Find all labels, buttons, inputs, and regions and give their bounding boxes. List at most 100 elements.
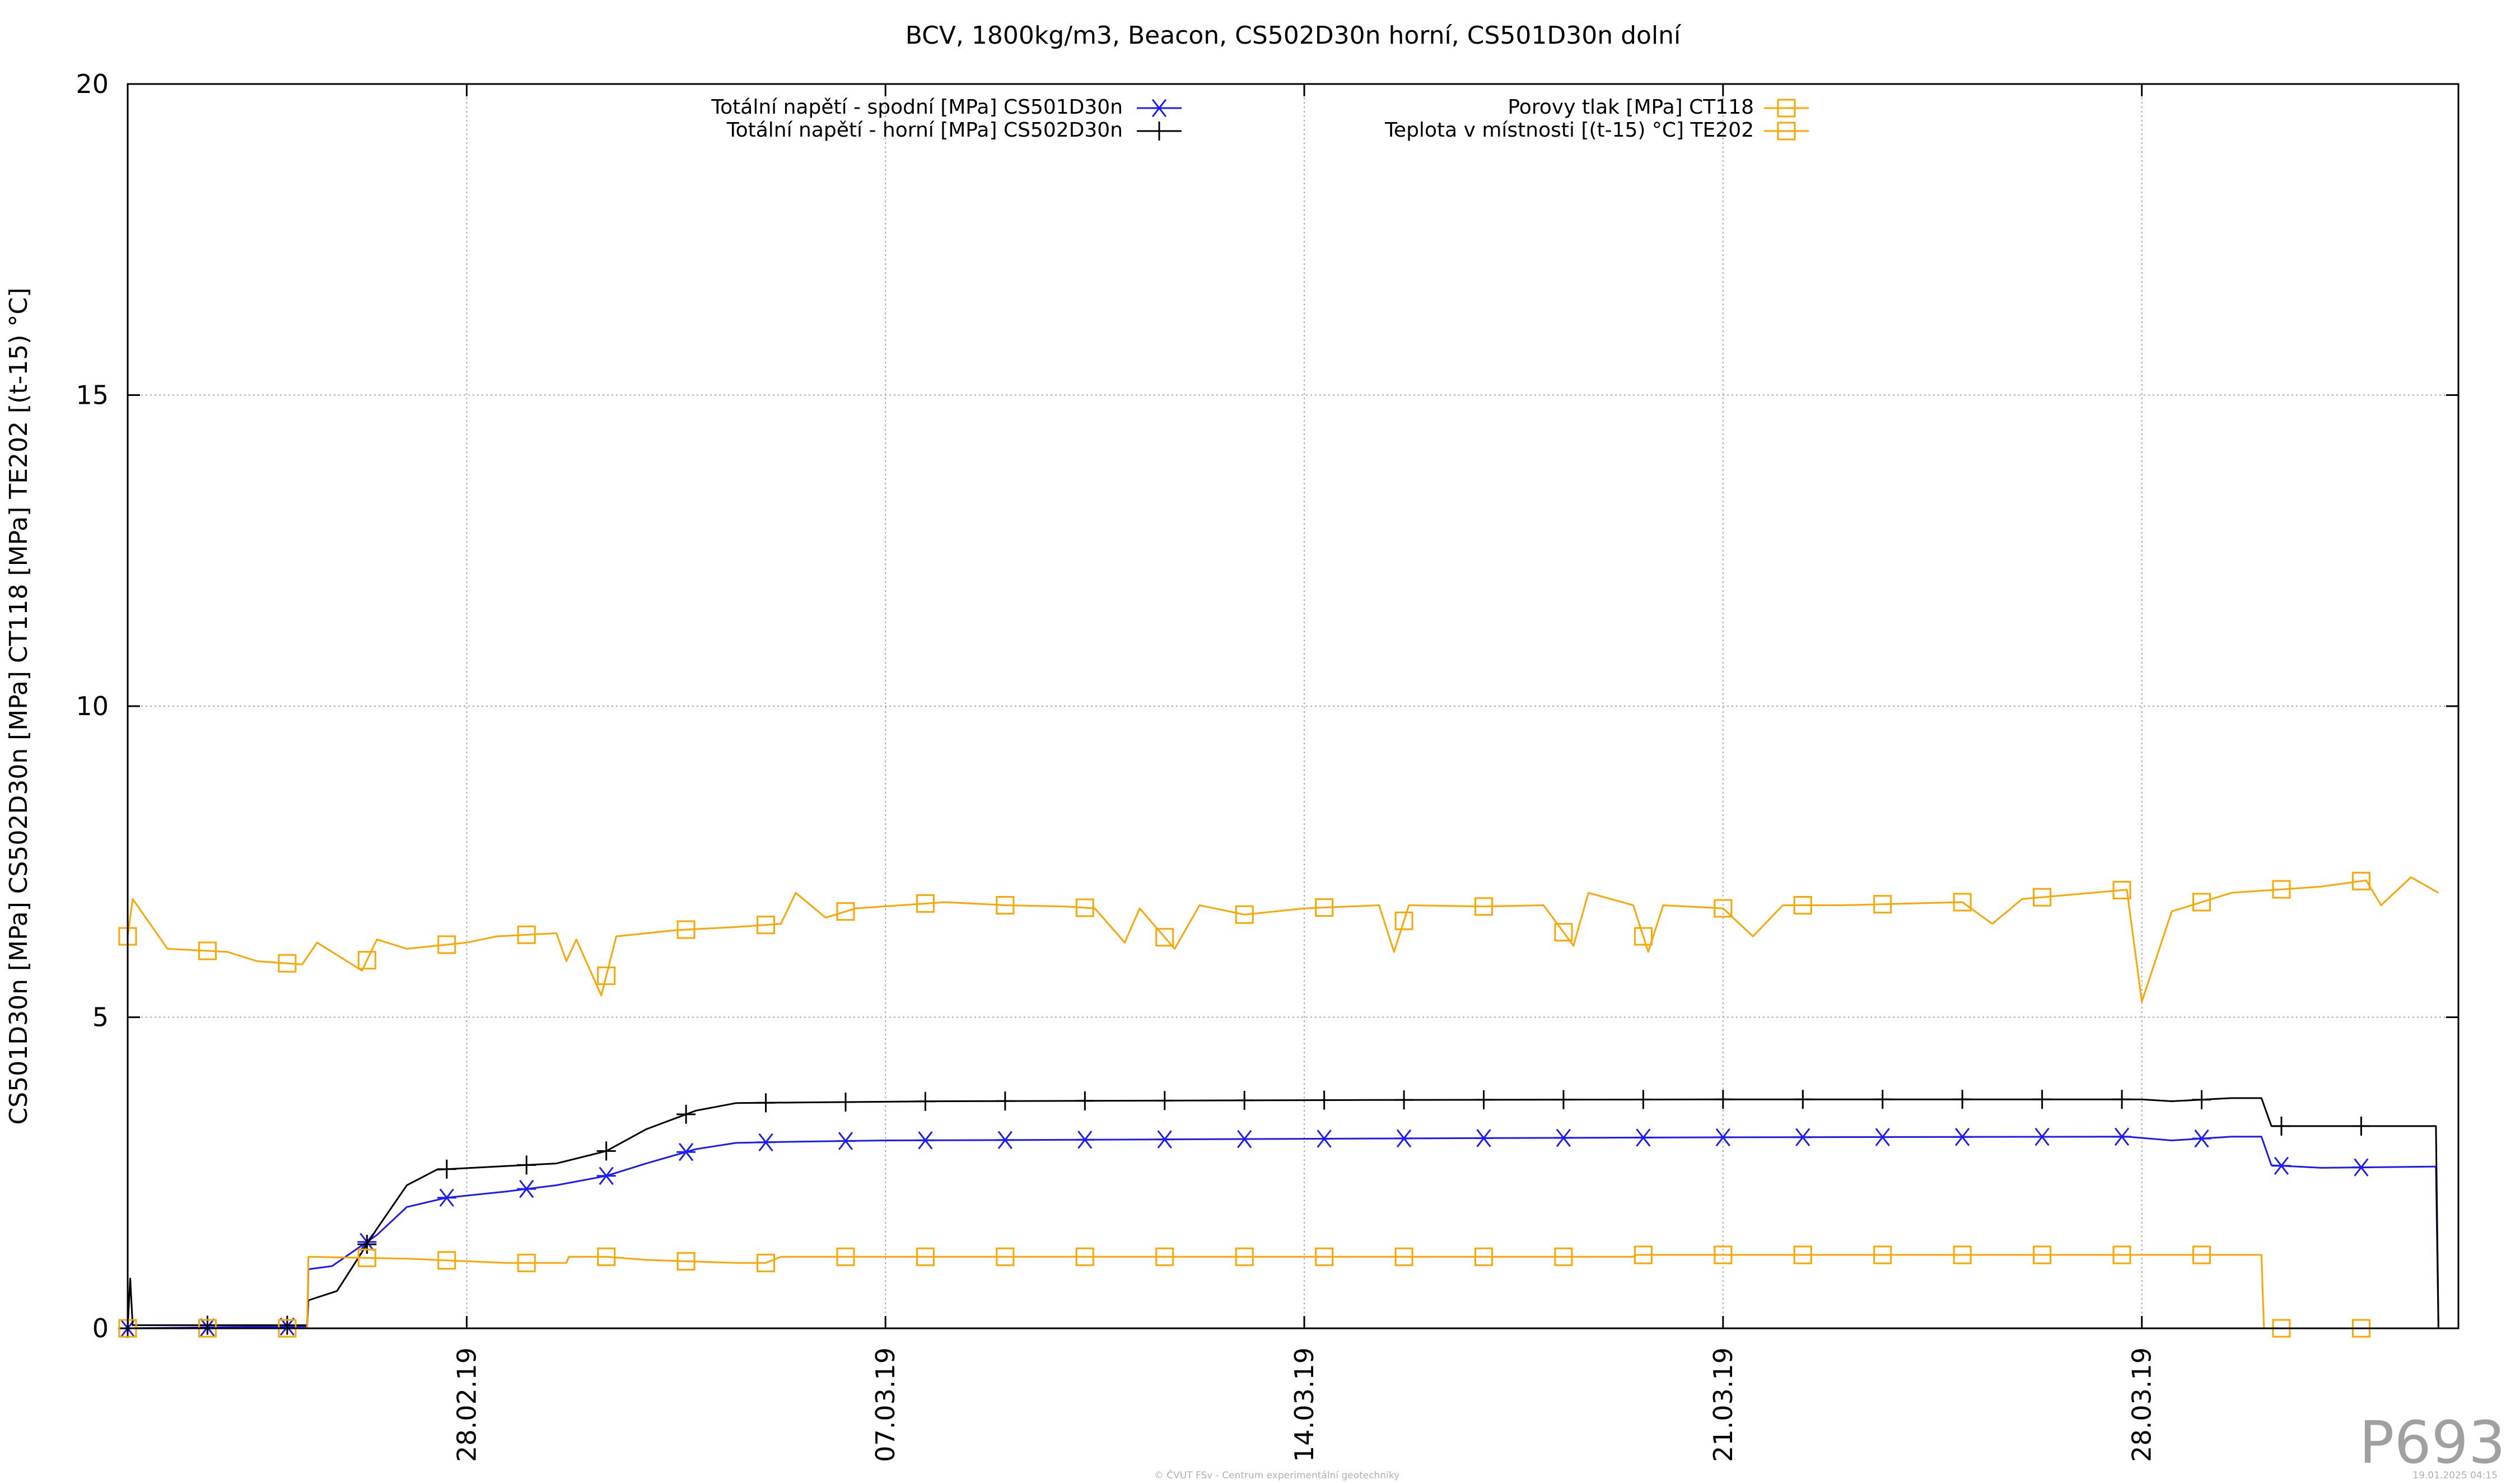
- marker-square: [1474, 897, 1494, 916]
- legend-swatch-marker: [1150, 99, 1169, 118]
- data-point: [1793, 896, 1812, 915]
- marker-square: [1075, 898, 1094, 917]
- marker-square: [1714, 1245, 1733, 1264]
- marker-square: [1793, 896, 1812, 915]
- marker-stroke: [599, 1166, 614, 1186]
- data-point: [1315, 898, 1334, 917]
- data-point: [1714, 899, 1733, 918]
- marker-square: [1714, 899, 1733, 918]
- marker-stroke: [1476, 1129, 1491, 1147]
- legend-entry: Totální napětí - spodní [MPa] CS501D30n: [711, 96, 1182, 119]
- marker-square: [2192, 1245, 2211, 1264]
- marker-square: [757, 916, 776, 935]
- data-point: [596, 1141, 616, 1161]
- data-point: [2351, 871, 2370, 890]
- marker-square: [357, 1248, 376, 1267]
- data-point: [1075, 1130, 1095, 1149]
- marker-square: [996, 896, 1015, 915]
- data-point: [357, 1235, 377, 1254]
- data-point: [1713, 1090, 1733, 1109]
- footer-credit: © ČVUT FSv - Centrum experimentální geot…: [1154, 1469, 1399, 1481]
- data-point: [1394, 1247, 1413, 1266]
- marker-stroke: [1151, 99, 1167, 118]
- marker-square: [1873, 1245, 1892, 1264]
- data-point: [1075, 1247, 1094, 1266]
- data-point: [2351, 1116, 2371, 1136]
- data-point: [1315, 1247, 1334, 1266]
- data-point: [517, 1253, 536, 1272]
- data-point: [517, 1155, 536, 1175]
- marker-stroke: [2034, 1127, 2050, 1146]
- marker-stroke: [679, 1142, 694, 1161]
- data-point: [1155, 928, 1174, 947]
- data-point: [1873, 1128, 1892, 1146]
- data-point: [1314, 1130, 1334, 1148]
- data-point: [1634, 1245, 1653, 1264]
- data-point: [2192, 1245, 2211, 1264]
- data-point: [2112, 1245, 2131, 1264]
- marker-square: [1634, 1245, 1653, 1264]
- data-point: [1714, 1245, 1733, 1264]
- marker-square: [1155, 928, 1174, 947]
- marker-stroke: [439, 1188, 454, 1207]
- legend-swatch-marker: [1777, 99, 1796, 118]
- marker-square: [517, 1253, 536, 1272]
- marker-square: [1777, 122, 1796, 141]
- data-point: [198, 941, 217, 960]
- marker-square: [1075, 1247, 1094, 1266]
- marker-square: [836, 1247, 855, 1266]
- data-point: [1235, 1130, 1254, 1149]
- data-point: [2112, 881, 2131, 900]
- data-point: [2033, 888, 2052, 907]
- marker-square: [1953, 893, 1972, 912]
- data-point: [996, 896, 1015, 915]
- marker-square: [2033, 888, 2052, 907]
- data-point: [1953, 1245, 1972, 1264]
- y-tick-label: 5: [92, 1002, 109, 1033]
- marker-square: [1474, 1247, 1494, 1266]
- marker-square: [1953, 1245, 1972, 1264]
- marker-stroke: [2114, 1127, 2130, 1146]
- data-point: [1474, 1090, 1494, 1109]
- marker-stroke: [758, 1133, 773, 1152]
- legend-label: Porovy tlak [MPa] CT118: [1508, 96, 1754, 119]
- legend-label: Totální napětí - spodní [MPa] CS501D30n: [711, 96, 1123, 119]
- marker-square: [198, 941, 217, 960]
- marker-square: [1235, 905, 1254, 924]
- data-point: [1474, 1129, 1494, 1147]
- legend: Totální napětí - spodní [MPa] CS501D30nT…: [711, 96, 1809, 142]
- legend-entry: Teplota v místnosti [(t-15) °C] TE202: [1384, 119, 1809, 142]
- marker-square: [597, 966, 616, 985]
- data-point: [1155, 1247, 1174, 1266]
- marker-stroke: [838, 1132, 853, 1150]
- grid: [128, 84, 2458, 1328]
- data-point: [2272, 880, 2291, 899]
- data-point: [916, 894, 935, 913]
- y-tick-label: 0: [92, 1313, 109, 1343]
- marker-square: [676, 920, 696, 939]
- series-line: [127, 1097, 2439, 1329]
- legend-label: Totální napětí - horní [MPa] CS502D30n: [726, 119, 1123, 142]
- data-point: [277, 1315, 297, 1335]
- series-line: [128, 1254, 2439, 1329]
- data-point: [676, 1104, 696, 1124]
- data-point: [1554, 923, 1573, 942]
- marker-stroke: [1875, 1128, 1890, 1146]
- data-point: [357, 951, 376, 970]
- data-point: [597, 966, 616, 985]
- marker-square: [1394, 911, 1413, 930]
- legend-swatch-marker: [1777, 122, 1796, 141]
- data-point: [1474, 897, 1494, 916]
- data-point: [2192, 893, 2211, 912]
- data-point: [1554, 1247, 1573, 1266]
- y-tick-label: 15: [76, 380, 109, 410]
- data-point: [2271, 1156, 2291, 1175]
- data-point: [2032, 1090, 2052, 1109]
- marker-square: [1873, 895, 1892, 914]
- data-point: [1314, 1090, 1334, 1110]
- data-point: [916, 1247, 935, 1266]
- data-point: [1713, 1128, 1733, 1147]
- series-1: [118, 1090, 2439, 1338]
- x-tick-label: 07.03.19: [870, 1347, 900, 1462]
- marker-square: [437, 935, 456, 954]
